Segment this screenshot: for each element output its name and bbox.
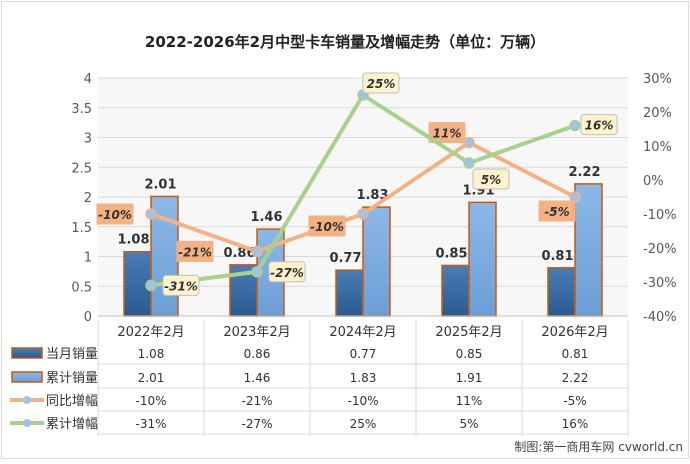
line-marker <box>251 245 263 258</box>
bar-monthly <box>547 267 576 317</box>
table-cell: 1.46 <box>244 371 271 385</box>
x-tick-label: 2025年2月 <box>435 325 502 340</box>
legend-label: 累计增幅 <box>46 417 98 432</box>
legend-swatch-marker <box>23 419 31 427</box>
table-cell: 2.22 <box>562 371 589 385</box>
y-left-tick-label: 3 <box>84 132 92 147</box>
y-left-tick-label: 1.5 <box>71 221 92 236</box>
table-cell: 16% <box>562 417 589 431</box>
line-data-label: 25% <box>367 77 396 91</box>
line-data-label: 11% <box>433 127 462 141</box>
line-data-label-box <box>362 72 400 94</box>
table-cell: 0.86 <box>244 347 271 361</box>
y-left-tick-label: 2 <box>84 191 92 206</box>
table-cell: 0.81 <box>562 347 589 361</box>
line-data-label: 5% <box>481 173 501 187</box>
line-marker <box>145 279 157 292</box>
y-right-tick-label: 20% <box>643 106 672 121</box>
bar-monthly <box>335 269 364 317</box>
y-right-tick-label: -40% <box>643 310 677 325</box>
table-cell: 2.01 <box>138 371 165 385</box>
y-left-tick-label: 0.5 <box>71 280 92 295</box>
line-data-label: -10% <box>310 220 344 234</box>
x-tick-label: 2023年2月 <box>223 325 290 340</box>
table-cell: -5% <box>563 394 586 408</box>
y-left-tick-label: 1 <box>84 251 92 266</box>
y-right-tick-label: -10% <box>643 208 677 223</box>
line-marker <box>569 119 581 132</box>
table-cell: 11% <box>456 394 483 408</box>
legend-label: 累计销量 <box>46 371 98 386</box>
legend-swatch-bar <box>11 371 43 383</box>
line-data-label-box <box>176 240 214 262</box>
line-data-label: -21% <box>178 245 212 259</box>
y-right-tick-label: 10% <box>643 140 672 155</box>
bar-data-label: 0.81 <box>541 249 573 264</box>
y-right-tick-label: -30% <box>643 276 677 291</box>
line-data-label-box <box>308 215 346 237</box>
line-data-label: -10% <box>98 208 132 222</box>
bar-data-label: 1.08 <box>117 233 149 248</box>
table-cell: -10% <box>135 394 166 408</box>
table-cell: -27% <box>241 417 272 431</box>
legend-label: 当月销量 <box>46 347 98 362</box>
line-marker <box>145 208 157 220</box>
table-cell: 25% <box>350 417 377 431</box>
table-cell: -21% <box>241 394 272 408</box>
table-cell: -31% <box>135 417 166 431</box>
table-cell: 5% <box>459 417 478 431</box>
line-data-label-box <box>538 200 576 222</box>
line-marker <box>251 266 263 278</box>
y-right-tick-label: 0% <box>643 174 664 189</box>
source-note: 制图:第一商用车网 cvworld.cn <box>514 439 683 454</box>
line-marker <box>463 157 475 169</box>
bar-cumulative <box>468 201 497 317</box>
legend-label: 同比增幅 <box>46 394 98 409</box>
table-cell: 1.08 <box>138 347 165 361</box>
chart-title: 2022-2026年2月中型卡车销量及增幅走势（单位：万辆） <box>145 33 545 51</box>
line-data-label: -31% <box>164 279 198 293</box>
line-data-label-box <box>162 274 200 296</box>
table-cell: 0.77 <box>350 347 377 361</box>
bar-data-label: 2.01 <box>144 177 176 192</box>
line-data-label: -5% <box>544 205 569 219</box>
x-tick-label: 2026年2月 <box>541 325 608 340</box>
table-cell: 1.83 <box>350 371 377 385</box>
bar-monthly <box>441 264 470 317</box>
legend-swatch-marker <box>23 396 31 404</box>
y-left-tick-label: 0 <box>84 310 92 325</box>
line-data-label-box <box>472 168 510 190</box>
bar-data-label: 1.83 <box>356 188 388 203</box>
y-left-tick-label: 2.5 <box>71 161 92 176</box>
x-tick-label: 2022年2月 <box>117 325 184 340</box>
line-data-label-box <box>268 261 306 283</box>
bar-data-label: 0.85 <box>435 246 467 261</box>
y-left-tick-label: 4 <box>84 72 92 87</box>
y-right-tick-label: 30% <box>643 72 672 87</box>
y-right-tick-label: -20% <box>643 242 677 257</box>
y-left-tick-label: 3.5 <box>71 102 92 117</box>
line-data-label-box <box>580 114 618 136</box>
table-cell: 0.85 <box>456 347 483 361</box>
line-data-label: 16% <box>585 119 614 133</box>
bar-data-label: 1.46 <box>250 210 282 225</box>
legend-swatch-bar <box>11 347 43 359</box>
line-data-label-box <box>428 122 466 144</box>
table-cell: 1.91 <box>456 371 483 385</box>
bar-data-label: 2.22 <box>568 165 600 180</box>
bar-cumulative <box>574 183 603 317</box>
bar-data-label: 0.77 <box>329 251 361 266</box>
bar-cumulative <box>362 206 391 317</box>
x-tick-label: 2024年2月 <box>329 325 396 340</box>
line-data-label: -27% <box>270 266 304 280</box>
table-cell: -10% <box>347 394 378 408</box>
line-marker <box>357 208 369 220</box>
line-data-label-box <box>96 203 134 225</box>
